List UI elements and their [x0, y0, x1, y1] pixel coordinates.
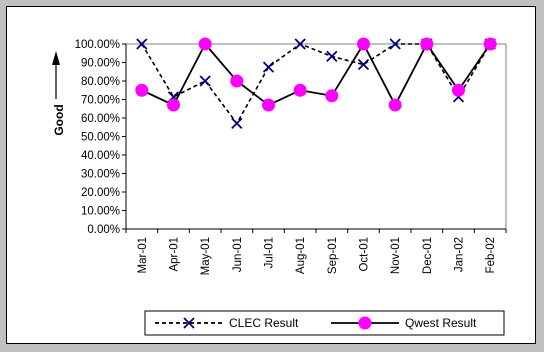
x-tick-label: Sep-01: [327, 237, 339, 274]
y-tick-label: 30.00%: [81, 169, 120, 181]
data-point: [231, 117, 243, 130]
data-point: [199, 75, 211, 87]
y-tick-label: 20.00%: [81, 187, 120, 199]
y-tick-label: 10.00%: [81, 206, 120, 218]
y-tick-label: 70.00%: [81, 95, 120, 107]
data-point: [293, 83, 307, 97]
data-point: [420, 37, 434, 51]
data-point: [136, 38, 148, 50]
up-arrow-icon: [52, 51, 60, 65]
y-tick-label: 60.00%: [81, 113, 120, 125]
data-point: [326, 50, 338, 63]
x-tick-label: Jun-01: [232, 237, 244, 272]
legend-label: CLEC Result: [229, 316, 299, 330]
x-tick-label: Dec-01: [422, 237, 434, 274]
data-point: [198, 37, 212, 51]
legend-item-2: Qwest Result: [331, 316, 477, 330]
y-tick-label: 40.00%: [81, 150, 120, 162]
y-tick-label: 80.00%: [81, 76, 120, 88]
data-point: [294, 38, 306, 50]
y-axis-title-group: Good: [52, 51, 66, 136]
x-tick-label: Jul-01: [264, 237, 276, 268]
data-point: [483, 37, 497, 51]
series-2: [135, 37, 497, 112]
x-tick-label: Feb-02: [485, 237, 497, 273]
data-point: [325, 89, 339, 103]
y-tick-label: 90.00%: [81, 58, 120, 70]
x-tick-label: Apr-01: [169, 237, 181, 272]
legend-swatch-marker: [358, 316, 372, 330]
series-line: [141, 42, 491, 108]
x-tick-label: Mar-01: [137, 237, 149, 273]
y-axis: 0.00% 10.00% 20.00% 30.00% 40.00% 50.00% 60.00…: [75, 39, 127, 236]
chart-frame: 0.00% 10.00% 20.00% 30.00% 40.00% 50.00% 60.00…: [6, 6, 536, 344]
legend-item-1: CLEC Result: [155, 316, 299, 330]
data-point: [135, 83, 149, 97]
data-point: [167, 98, 180, 112]
x-axis: Mar-01 Apr-01 May-01 Jun-01 Jul-01 Aug-01 Sep-…: [125, 229, 507, 275]
data-point: [357, 58, 370, 71]
y-tick-label: 0.00%: [87, 224, 120, 236]
x-tick-label: Jan-02: [454, 237, 466, 272]
series-layer: [135, 37, 497, 130]
legend: CLEC Result Qwest Result: [144, 310, 505, 336]
plot-area: [125, 43, 507, 230]
data-point: [262, 98, 275, 112]
x-tick-label: Oct-01: [359, 237, 371, 272]
x-tick-label: May-01: [200, 237, 212, 275]
y-tick-label: 100.00%: [75, 39, 120, 51]
data-point: [357, 37, 370, 51]
x-tick-label: Aug-01: [295, 237, 307, 274]
legend-label: Qwest Result: [405, 316, 477, 330]
data-point: [388, 98, 402, 112]
data-point: [230, 74, 244, 88]
data-point: [262, 61, 275, 73]
y-tick-label: 50.00%: [81, 132, 120, 144]
y-axis-title: Good: [52, 104, 66, 135]
legend-swatch-marker: [183, 317, 195, 329]
x-tick-label: Nov-01: [390, 237, 402, 274]
line-chart: 0.00% 10.00% 20.00% 30.00% 40.00% 50.00% 60.00…: [52, 37, 507, 336]
data-point: [452, 83, 465, 97]
data-point: [389, 38, 401, 50]
